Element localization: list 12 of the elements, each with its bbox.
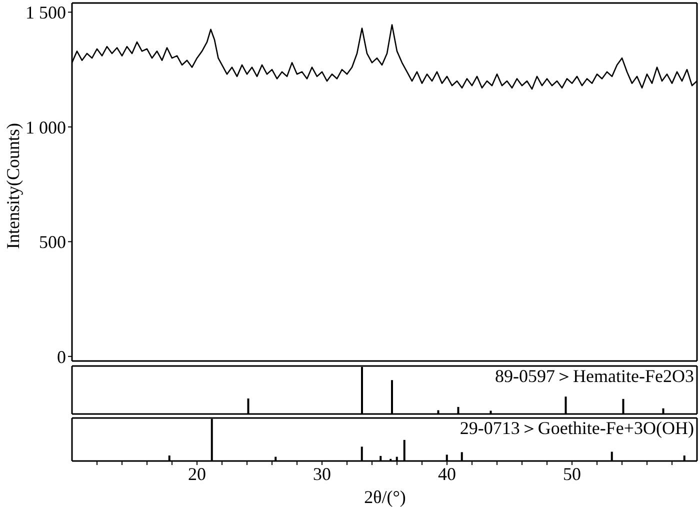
x-tick-label: 50 (563, 464, 581, 484)
y-tick-label: 1 500 (26, 2, 66, 23)
y-tick-label: 0 (57, 346, 66, 367)
annotation: 29-0713＞Goethite-Fe+3O(OH) (460, 418, 694, 438)
x-tick-label: 30 (313, 464, 331, 484)
y-tick-label: 1 000 (26, 117, 66, 138)
x-axis-title: 2θ/(°) (363, 487, 407, 507)
annotation: 89-0597＞Hematite-Fe2O3 (495, 366, 694, 386)
x-tick-label: 20 (188, 464, 206, 484)
y-axis-title: Intensity(Counts) (3, 123, 23, 249)
y-tick-label: 500 (39, 232, 66, 252)
x-tick-label: 40 (438, 464, 456, 484)
